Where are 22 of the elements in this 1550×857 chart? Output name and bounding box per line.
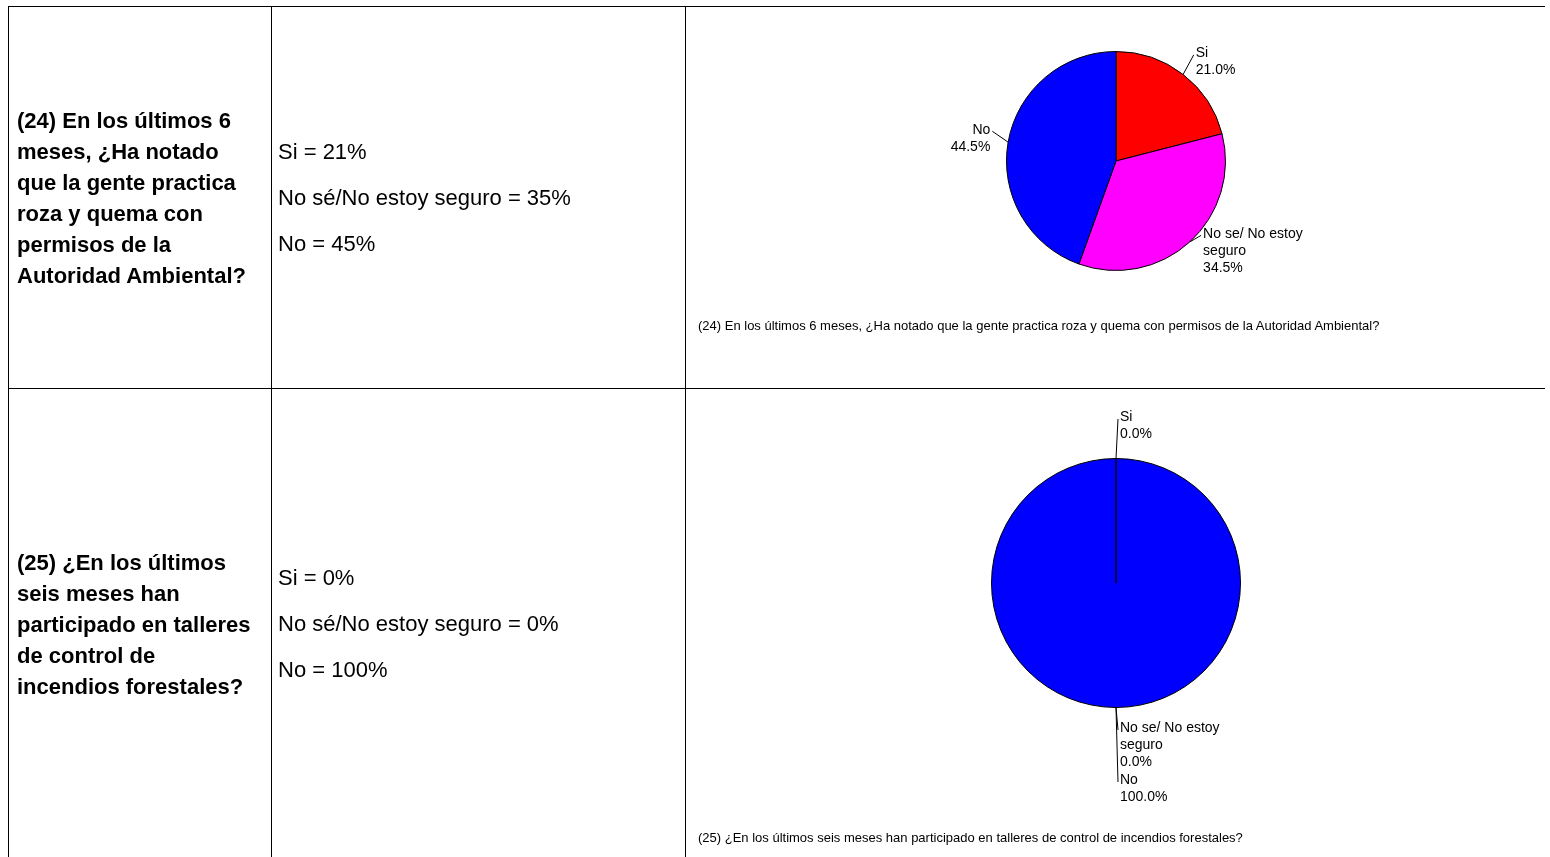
- slice-label: No se/ No estoy seguro: [1203, 224, 1303, 258]
- data-label: 100.0%: [1120, 788, 1168, 805]
- text: 0.0%: [1120, 753, 1152, 770]
- text: (24) En los últimos 6 meses, ¿Ha notado que la gente practica roza y quema con permisos de la Autoridad Ambiental?: [17, 106, 247, 290]
- text: Si = 0%: [278, 565, 356, 591]
- data-label: 44.5%: [950, 137, 991, 154]
- data-label: 34.5%: [1203, 258, 1243, 275]
- legend-label: No se/ No estoy seguro: [1120, 719, 1220, 753]
- text: No sé/No estoy seguro = 0%: [278, 611, 560, 637]
- slice-label: Si: [1195, 44, 1209, 61]
- text: 0.0%: [1120, 425, 1152, 442]
- text: (24) En los últimos 6 meses, ¿Ha notado que la gente practica roza y quema con permisos de la Autoridad Ambiental?: [698, 318, 1381, 333]
- text: No sé/No estoy seguro = 35%: [278, 184, 572, 211]
- text: (25) ¿En los últimos seis meses han participado en talleres de control de incendios forestales?: [698, 830, 1244, 845]
- data-label: 21.0%: [1195, 61, 1236, 78]
- text: (25) ¿En los últimos seis meses han participado en talleres de control de incendios forestales?: [17, 548, 252, 701]
- text: No = 45%: [278, 230, 377, 257]
- slice-label: No: [1120, 771, 1139, 788]
- text: Si = 21%: [278, 138, 368, 165]
- text: No = 100%: [278, 657, 389, 683]
- category-label: Si: [1120, 408, 1133, 425]
- slice-label: No: [972, 120, 991, 137]
